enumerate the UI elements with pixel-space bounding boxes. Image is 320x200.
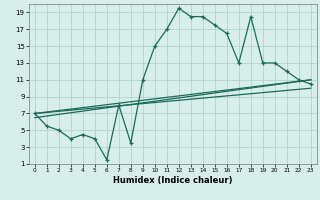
X-axis label: Humidex (Indice chaleur): Humidex (Indice chaleur) — [113, 176, 233, 185]
